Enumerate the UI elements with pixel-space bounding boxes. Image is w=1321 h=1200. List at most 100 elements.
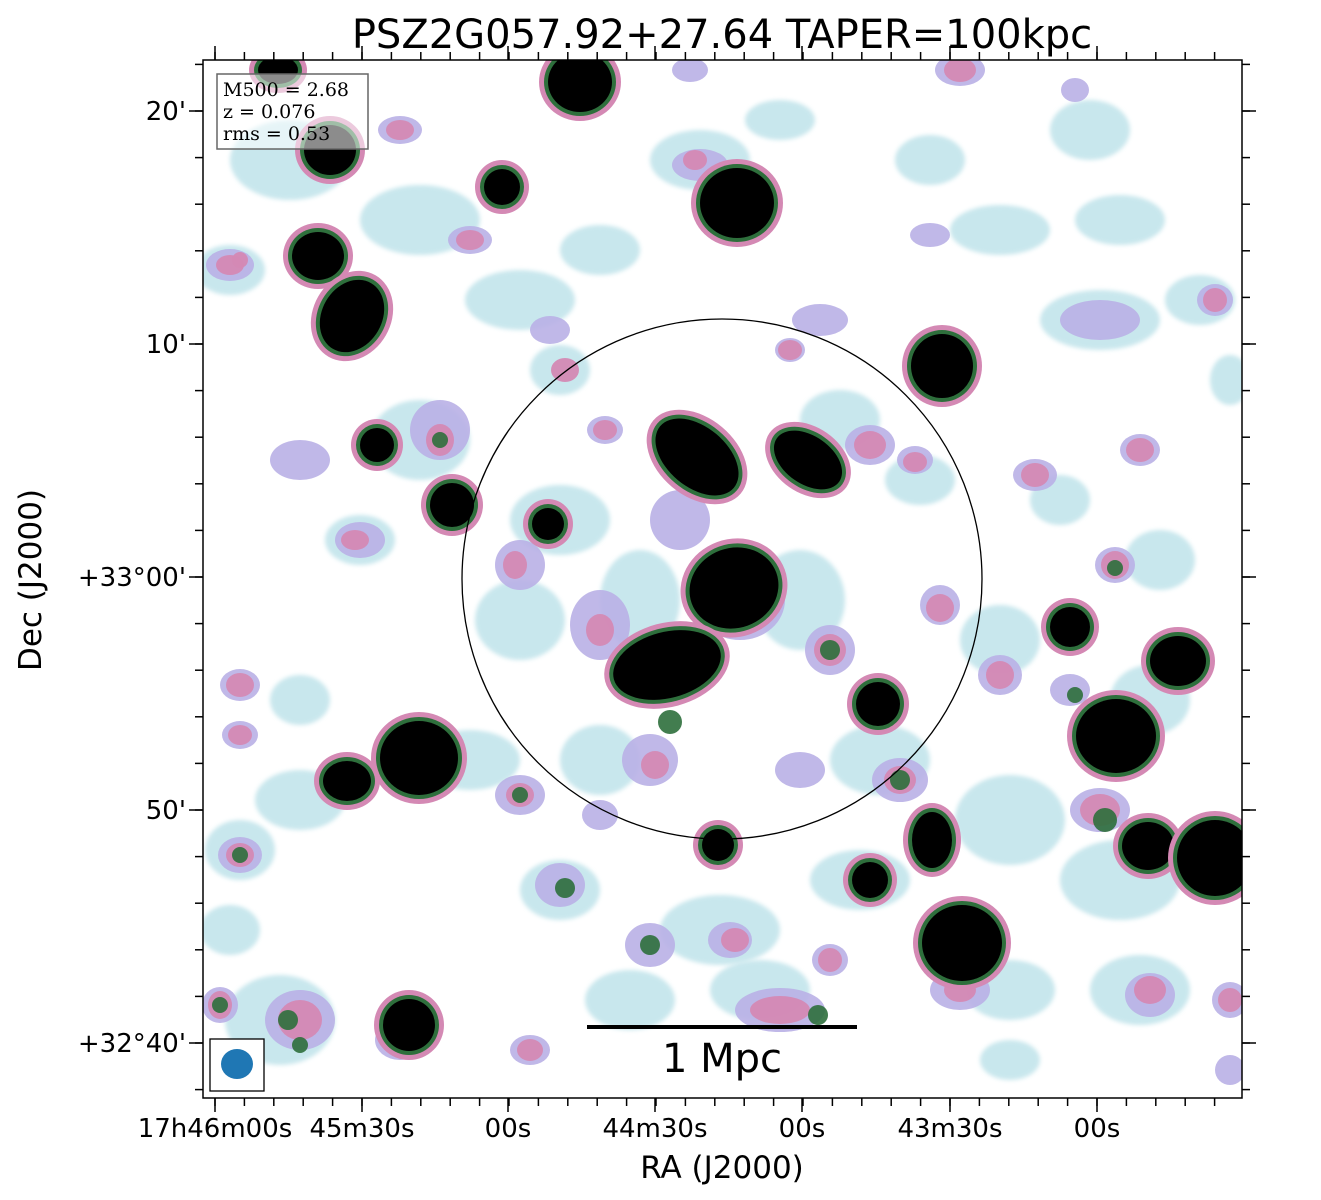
bright-source-10 [523, 499, 573, 549]
source-core-12 [773, 430, 843, 490]
emission-low-45 [1061, 78, 1089, 102]
emission-mid-32 [593, 420, 617, 440]
plot-frame [202, 59, 1243, 1099]
emission-low-46 [792, 304, 848, 336]
source-core-21 [912, 812, 952, 868]
emission-low-6 [1060, 300, 1140, 340]
emission-high-0 [555, 878, 575, 898]
emission-mid-1 [386, 120, 414, 140]
bright-source-27 [374, 990, 444, 1060]
source-core-8 [360, 428, 394, 462]
bright-source-21 [903, 803, 961, 877]
emission-low-50 [270, 440, 330, 480]
emission-mid-3 [551, 358, 579, 382]
source-core-14 [613, 630, 721, 700]
emission-faint-36 [1050, 100, 1130, 160]
bright-source-12 [765, 421, 851, 499]
emission-mid-15 [721, 928, 749, 952]
emission-faint-20 [955, 775, 1065, 865]
bright-source-19 [371, 712, 467, 804]
bright-source-25 [843, 853, 897, 907]
source-core-16 [1150, 636, 1206, 686]
emission-faint-42 [203, 905, 260, 955]
emission-mid-2 [456, 230, 484, 250]
chart-title: PSZ2G057.92+27.64 TAPER=100kpc [352, 12, 1092, 58]
emission-mid-29 [944, 60, 976, 82]
source-core-13 [689, 547, 779, 629]
emission-high-5 [890, 770, 910, 790]
emission-mid-34 [1134, 976, 1166, 1004]
bright-source-17 [847, 673, 909, 735]
bright-source-15 [1041, 598, 1099, 656]
source-core-15 [1050, 607, 1090, 647]
source-core-9 [430, 483, 474, 527]
x-tick-label-1: 45m30s [309, 1114, 414, 1144]
info-redshift: z = 0.076 [223, 101, 315, 123]
emission-faint-34 [560, 725, 640, 795]
emission-faint-22 [960, 605, 1040, 675]
emission-low-14 [582, 800, 618, 830]
source-core-19 [380, 721, 458, 795]
emission-mid-4 [683, 150, 707, 170]
bright-source-8 [351, 419, 403, 471]
source-core-22 [702, 829, 734, 861]
emission-faint-33 [1125, 530, 1195, 590]
emission-faint-3 [465, 270, 575, 330]
emission-mid-22 [1021, 463, 1049, 487]
y-tick-labels: 20' 10' +33°00' 50' +32°40' [78, 97, 186, 1059]
bright-source-4 [691, 159, 783, 247]
bright-source-24 [1168, 811, 1242, 905]
emission-faint-4 [560, 225, 640, 275]
y-tick-label-3: 50' [146, 796, 186, 826]
emission-high-3 [658, 710, 682, 734]
bright-source-14 [604, 621, 730, 709]
x-tick-label-6: 00s [1074, 1114, 1121, 1144]
emission-faint-13 [475, 580, 565, 660]
bright-source-1 [539, 60, 621, 121]
emission-high-9 [212, 997, 228, 1013]
y-tick-label-1: 10' [146, 330, 186, 360]
emission-faint-44 [980, 1040, 1040, 1080]
emission-low-5 [910, 223, 950, 247]
emission-mid-23 [1126, 438, 1154, 462]
source-core-4 [700, 168, 774, 238]
bright-source-3 [475, 160, 529, 214]
emission-mid-10 [641, 751, 669, 779]
source-core-6 [319, 279, 385, 353]
x-tick-label-3: 44m30s [602, 1114, 707, 1144]
source-core-23 [1122, 822, 1174, 870]
emission-low-49 [650, 490, 710, 550]
r500-circle [461, 318, 983, 840]
emission-low-51 [1215, 1055, 1242, 1085]
y-tick-label-4: +32°40' [78, 1029, 186, 1059]
source-core-1 [548, 60, 612, 112]
emission-faint-43 [1210, 355, 1242, 405]
emission-mid-36 [232, 252, 248, 268]
emission-low-33 [775, 752, 825, 788]
bright-source-22 [693, 820, 743, 870]
emission-mid-26 [778, 340, 802, 360]
source-core-17 [856, 682, 900, 726]
bright-source-5 [283, 223, 353, 289]
emission-high-1 [640, 935, 660, 955]
emission-mid-12 [226, 673, 254, 697]
emission-mid-8 [503, 551, 527, 579]
emission-high-10 [232, 847, 248, 863]
x-tick-label-2: 00s [485, 1114, 532, 1144]
bright-source-23 [1113, 813, 1183, 879]
emission-mid-19 [986, 661, 1014, 689]
emission-mid-21 [903, 452, 927, 472]
source-core-5 [292, 232, 344, 280]
source-core-26 [922, 905, 1002, 981]
beam-ellipse [221, 1049, 253, 1079]
bright-source-9 [421, 474, 483, 536]
bright-source-13 [680, 538, 788, 638]
emission-faint-37 [895, 135, 965, 185]
bright-source-6 [310, 270, 394, 362]
emission-high-2 [512, 787, 528, 803]
emission-low-44 [672, 60, 708, 82]
x-tick-label-4: 00s [779, 1114, 826, 1144]
emission-high-14 [292, 1037, 308, 1053]
y-axis-label: Dec (J2000) [13, 489, 49, 671]
